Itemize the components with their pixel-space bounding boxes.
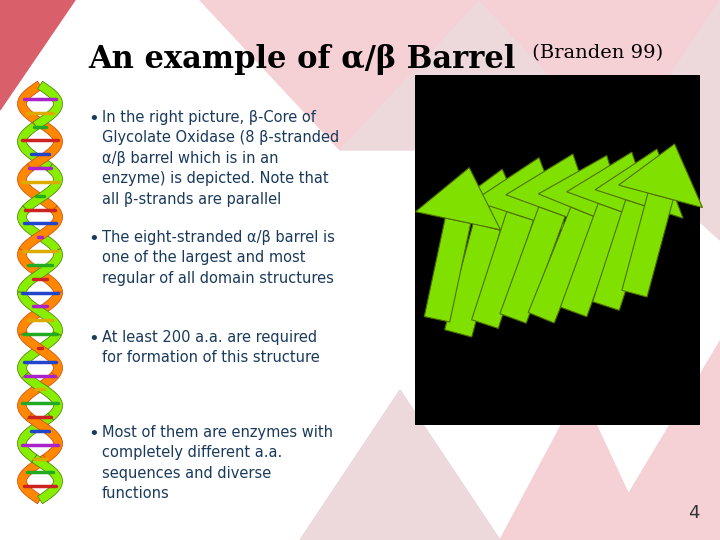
Text: In the right picture, β-Core of
Glycolate Oxidase (8 β-stranded
α/β barrel which: In the right picture, β-Core of Glycolat… xyxy=(102,110,339,207)
Polygon shape xyxy=(17,292,63,335)
Polygon shape xyxy=(19,206,63,253)
Polygon shape xyxy=(27,413,63,462)
Polygon shape xyxy=(19,332,63,378)
Polygon shape xyxy=(595,149,683,218)
Polygon shape xyxy=(567,152,656,224)
Polygon shape xyxy=(415,167,500,230)
Polygon shape xyxy=(17,122,53,171)
Text: •: • xyxy=(88,230,99,248)
Text: •: • xyxy=(88,110,99,128)
Polygon shape xyxy=(622,193,673,297)
Polygon shape xyxy=(445,223,500,337)
Polygon shape xyxy=(506,154,598,228)
Polygon shape xyxy=(424,218,471,322)
Polygon shape xyxy=(17,455,48,504)
Text: 4: 4 xyxy=(688,504,700,522)
Polygon shape xyxy=(480,0,720,150)
Text: •: • xyxy=(88,330,99,348)
Polygon shape xyxy=(17,332,61,378)
Polygon shape xyxy=(500,390,650,540)
Polygon shape xyxy=(340,0,620,150)
Text: At least 200 a.a. are required
for formation of this structure: At least 200 a.a. are required for forma… xyxy=(102,330,320,366)
Polygon shape xyxy=(620,0,720,240)
Polygon shape xyxy=(17,413,53,462)
Polygon shape xyxy=(17,248,63,293)
Polygon shape xyxy=(618,144,703,207)
Polygon shape xyxy=(17,248,63,293)
Polygon shape xyxy=(17,81,47,130)
Text: Most of them are enzymes with
completely different a.a.
sequences and diverse
fu: Most of them are enzymes with completely… xyxy=(102,425,333,501)
Polygon shape xyxy=(17,292,63,335)
Text: The eight-stranded α/β barrel is
one of the largest and most
regular of all doma: The eight-stranded α/β barrel is one of … xyxy=(102,230,335,286)
Polygon shape xyxy=(472,212,534,328)
Polygon shape xyxy=(441,169,533,239)
Polygon shape xyxy=(300,390,500,540)
Polygon shape xyxy=(32,455,63,504)
Text: (Branden 99): (Branden 99) xyxy=(526,44,663,62)
Polygon shape xyxy=(33,81,63,130)
Polygon shape xyxy=(23,164,63,212)
Polygon shape xyxy=(539,156,629,231)
Polygon shape xyxy=(17,206,60,253)
Polygon shape xyxy=(0,0,75,110)
Polygon shape xyxy=(17,164,58,212)
Polygon shape xyxy=(560,203,624,316)
Text: •: • xyxy=(88,425,99,443)
Polygon shape xyxy=(500,207,565,323)
Text: An example of α/β Barrel: An example of α/β Barrel xyxy=(88,44,516,75)
Polygon shape xyxy=(27,122,63,171)
Polygon shape xyxy=(593,200,652,310)
Polygon shape xyxy=(17,372,58,420)
Polygon shape xyxy=(600,340,720,540)
Polygon shape xyxy=(528,207,597,323)
Polygon shape xyxy=(474,158,567,231)
Polygon shape xyxy=(22,372,63,420)
Polygon shape xyxy=(200,0,480,150)
Polygon shape xyxy=(415,75,700,425)
